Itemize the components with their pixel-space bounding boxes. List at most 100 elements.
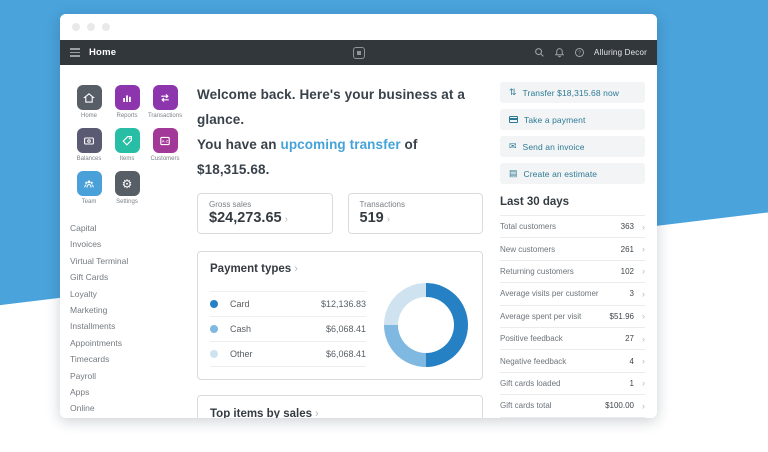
chevron-right-icon: › xyxy=(642,311,645,322)
transfer-icon: ⇅ xyxy=(509,87,517,97)
stat-row-returning-customers[interactable]: Returning customers 102 › xyxy=(500,259,645,282)
chevron-right-icon: › xyxy=(642,333,645,344)
top-nav-bar: Home ? Alluring Decor xyxy=(60,40,657,65)
app-grid: Home Reports Transactions xyxy=(70,85,191,205)
welcome-line-1: Welcome back. Here's your business at a … xyxy=(197,87,465,127)
sidebar-item-team[interactable]: Team xyxy=(70,171,108,205)
stat-row-average-visits[interactable]: Average visits per customer 3 › xyxy=(500,282,645,304)
payment-donut-chart xyxy=(384,283,468,367)
team-icon xyxy=(76,171,102,196)
window-body: Home Reports Transactions xyxy=(60,65,657,418)
reports-icon xyxy=(114,85,140,110)
chevron-right-icon: › xyxy=(642,221,645,232)
merchant-name[interactable]: Alluring Decor xyxy=(593,48,647,57)
payment-types-panel: Payment types › Card $12,136.83 Cash xyxy=(197,251,483,380)
sidebar-item-reports[interactable]: Reports xyxy=(108,85,146,119)
notifications-bell-icon[interactable] xyxy=(554,47,565,58)
chevron-right-icon: › xyxy=(642,356,645,367)
card-dot-icon xyxy=(210,300,218,308)
stat-row-positive-feedback[interactable]: Positive feedback 27 › xyxy=(500,326,645,349)
stat-row-average-spent[interactable]: Average spent per visit $51.96 › xyxy=(500,304,645,327)
menu-icon[interactable] xyxy=(70,48,80,57)
sidebar-item-balances[interactable]: Balances xyxy=(70,128,108,162)
chevron-right-icon: › xyxy=(315,408,319,418)
sidebar-item-timecards[interactable]: Timecards xyxy=(70,354,110,365)
welcome-heading: Welcome back. Here's your business at a … xyxy=(197,82,483,182)
sidebar-item-invoices[interactable]: Invoices xyxy=(70,239,102,250)
stat-row-gift-cards-loaded[interactable]: Gift cards loaded 1 › xyxy=(500,371,645,394)
window-control-dot[interactable] xyxy=(102,23,110,31)
nav-right-group: ? Alluring Decor xyxy=(534,47,647,58)
chevron-right-icon: › xyxy=(386,214,391,225)
customers-icon: A-Z xyxy=(152,128,178,153)
legend-row-other: Other $6,068.41 xyxy=(210,341,366,366)
top-items-panel: Top items by sales› Tableware Set 56 $1,… xyxy=(197,395,483,418)
create-estimate-button[interactable]: ▤ Create an estimate xyxy=(500,163,645,184)
welcome-line-2: You have an upcoming transfer of $18,315… xyxy=(197,137,418,177)
settings-gear-icon: ⚙ xyxy=(114,171,140,196)
sidebar-item-virtual-terminal[interactable]: Virtual Terminal xyxy=(70,255,129,266)
chevron-right-icon: › xyxy=(642,288,645,299)
svg-text:?: ? xyxy=(578,50,581,56)
chevron-right-icon: › xyxy=(642,266,645,277)
chevron-right-icon: › xyxy=(284,214,288,225)
stat-row-new-customers[interactable]: New customers 261 › xyxy=(500,237,645,259)
sidebar-item-customers[interactable]: A-Z Customers xyxy=(146,128,184,162)
chevron-right-icon: › xyxy=(294,263,298,275)
transactions-card[interactable]: Transactions 519 › xyxy=(347,193,483,234)
chevron-right-icon: › xyxy=(642,400,645,411)
window-control-dot[interactable] xyxy=(72,23,80,31)
main-content: Welcome back. Here's your business at a … xyxy=(197,65,483,418)
window-control-dot[interactable] xyxy=(87,23,95,31)
sidebar: Home Reports Transactions xyxy=(60,65,197,418)
svg-text:A-Z: A-Z xyxy=(162,138,169,143)
sidebar-item-payroll[interactable]: Payroll xyxy=(70,370,96,381)
sidebar-item-online[interactable]: Online xyxy=(70,403,95,414)
send-invoice-button[interactable]: ✉ Send an invoice xyxy=(500,136,645,157)
search-icon[interactable] xyxy=(534,47,545,58)
items-tag-icon xyxy=(114,128,140,153)
top-items-title[interactable]: Top items by sales › xyxy=(210,408,319,418)
help-icon[interactable]: ? xyxy=(574,47,585,58)
transfer-now-button[interactable]: ⇅ Transfer $18,315.68 now xyxy=(500,82,645,103)
sidebar-item-appointments[interactable]: Appointments xyxy=(70,337,122,348)
sidebar-item-marketing[interactable]: Marketing xyxy=(70,305,108,316)
invoice-envelope-icon: ✉ xyxy=(509,141,517,151)
transactions-icon xyxy=(152,85,178,110)
sidebar-item-gift-cards[interactable]: Gift Cards xyxy=(70,272,109,283)
sidebar-item-home[interactable]: Home xyxy=(70,85,108,119)
sidebar-item-items[interactable]: Items xyxy=(108,128,146,162)
home-icon xyxy=(76,85,102,110)
sidebar-item-transactions[interactable]: Transactions xyxy=(146,85,184,119)
sidebar-item-apps[interactable]: Apps xyxy=(70,387,90,398)
other-dot-icon xyxy=(210,350,218,358)
sidebar-item-installments[interactable]: Installments xyxy=(70,321,116,332)
sidebar-item-capital[interactable]: Capital xyxy=(70,223,97,233)
sidebar-menu: Capital Invoices Virtual Terminal Gift C… xyxy=(70,220,191,417)
sidebar-item-loyalty[interactable]: Loyalty xyxy=(70,288,97,299)
payment-types-title[interactable]: Payment types › xyxy=(210,263,298,275)
legend-row-cash: Cash $6,068.41 xyxy=(210,316,366,341)
upcoming-transfer-link[interactable]: upcoming transfer xyxy=(280,137,401,152)
chevron-right-icon: › xyxy=(642,378,645,389)
last-30-days-section: Last 30 days Total customers 363 › New c… xyxy=(500,196,645,418)
square-logo-icon[interactable] xyxy=(352,46,365,59)
stat-row-total-customers[interactable]: Total customers 363 › xyxy=(500,215,645,237)
estimate-document-icon: ▤ xyxy=(509,168,518,178)
chevron-right-icon: › xyxy=(642,244,645,255)
card-icon xyxy=(509,116,518,123)
right-column: ⇅ Transfer $18,315.68 now Take a payment… xyxy=(500,65,645,418)
stat-row-gift-cards-total[interactable]: Gift cards total $100.00 › xyxy=(500,394,645,416)
summary-cards-row: Gross sales $24,273.65 › Transactions 519… xyxy=(197,193,483,234)
cash-dot-icon xyxy=(210,325,218,333)
payment-legend: Card $12,136.83 Cash $6,068.41 Other xyxy=(210,291,366,367)
stat-row-negative-feedback[interactable]: Negative feedback 4 › xyxy=(500,349,645,371)
gross-sales-card[interactable]: Gross sales $24,273.65 › xyxy=(197,193,333,234)
sidebar-item-settings[interactable]: ⚙ Settings xyxy=(108,171,146,205)
balances-icon xyxy=(76,128,102,153)
nav-title: Home xyxy=(89,47,117,58)
take-payment-button[interactable]: Take a payment xyxy=(500,109,645,130)
window-chrome-bar xyxy=(60,14,657,40)
app-window: Home ? Alluring Decor xyxy=(60,14,657,418)
